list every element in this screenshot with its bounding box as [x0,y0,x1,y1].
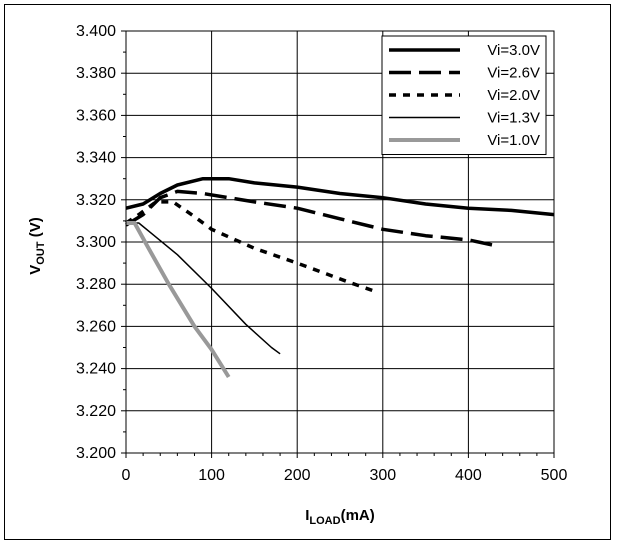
x-axis-title-sub: LOAD [309,515,340,527]
x-tick-label: 0 [122,467,131,484]
y-axis-title-sub: OUT [35,241,47,265]
y-axis-title-main: V [27,265,44,275]
x-tick-label: 100 [198,467,225,484]
series-lines [125,176,555,379]
legend: Vi=3.0V Vi=2.6V Vi=2.0V Vi=1.3V Vi=1.0V [381,35,547,155]
series-line-4 [126,222,281,355]
legend-label: Vi=1.3V [487,110,540,127]
x-tick-label: 300 [369,467,396,484]
y-tick-label: 3.300 [76,234,116,251]
legend-label: Vi=2.0V [487,87,540,104]
x-tick-labels: 0 100 200 300 400 500 [122,467,568,484]
y-tick-label: 3.320 [76,192,116,209]
series-line-1 [125,176,555,217]
y-tick-label: 3.220 [76,403,116,420]
y-tick-label: 3.380 [76,65,116,82]
x-axis-title-main: I [305,507,309,524]
y-tick-label: 3.360 [76,107,116,124]
x-axis-title-suffix: (mA) [341,507,375,524]
legend-label: Vi=1.0V [487,132,540,149]
y-tick-label: 3.400 [76,23,116,40]
y-axis-title: VOUT (V) [27,217,47,274]
x-axis-title: ILOAD(mA) [305,507,375,527]
y-tick-label: 3.280 [76,276,116,293]
x-tick-label: 200 [284,467,311,484]
y-tick-labels: 3.200 3.220 3.240 3.260 3.280 3.300 3.320 3.340… [76,23,116,462]
y-axis-title-suffix: (V) [27,217,44,241]
x-tick-label: 400 [455,467,482,484]
y-tick-label: 3.260 [76,318,116,335]
series-line-2 [125,189,499,248]
y-tick-label: 3.340 [76,150,116,167]
series-line-5 [126,221,231,379]
series-line-3 [125,200,380,295]
x-tick-label: 500 [541,467,568,484]
legend-label: Vi=3.0V [487,42,540,59]
legend-label: Vi=2.6V [487,65,540,82]
chart-frame [4,4,611,540]
y-tick-label: 3.200 [76,445,116,462]
plot-area-border [125,30,555,454]
y-tick-label: 3.240 [76,361,116,378]
